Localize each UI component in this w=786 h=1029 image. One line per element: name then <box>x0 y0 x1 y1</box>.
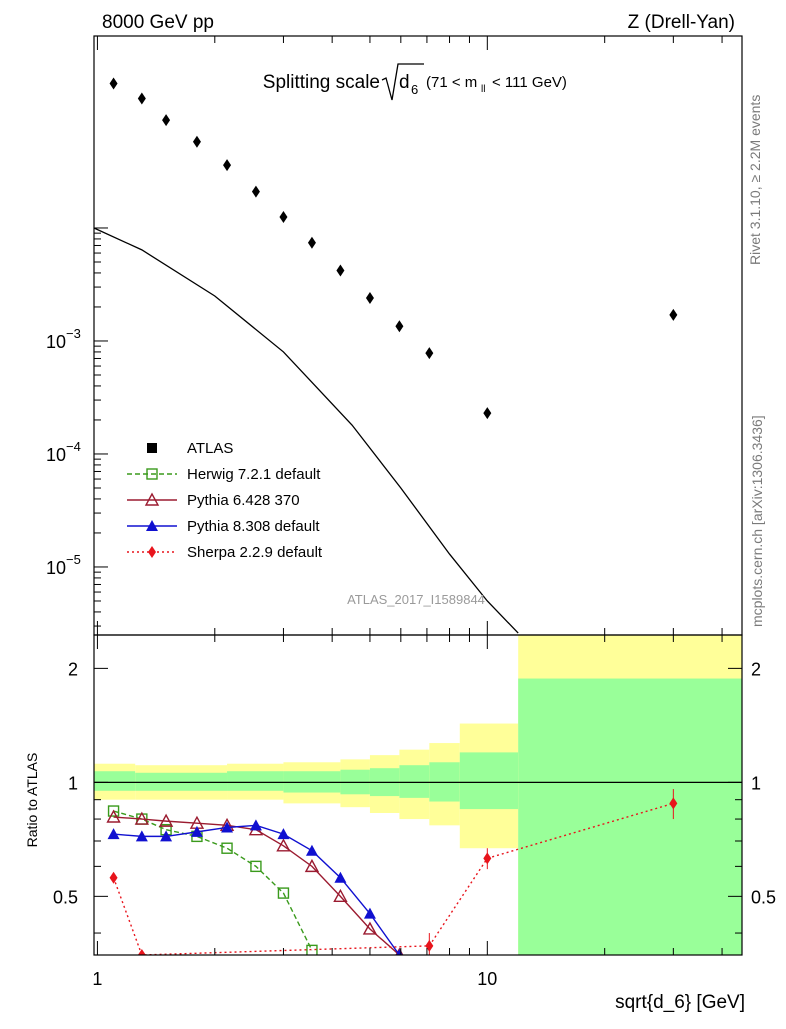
legend-label-4: Sherpa 2.2.9 default <box>187 544 323 561</box>
ratio-point-1-6 <box>276 838 291 852</box>
main-curve <box>93 227 519 634</box>
ratio-tick-label-left-1: 1 <box>68 773 78 793</box>
atlas-point-2 <box>162 114 171 127</box>
x-axis-label: sqrt{d_6} [GeV] <box>615 992 745 1013</box>
ratio-ylabel: Ratio to ATLAS <box>24 753 40 848</box>
title-main: Splitting scale <box>263 72 380 93</box>
ratio-point-0-7 <box>306 944 318 955</box>
atlas-point-11 <box>425 347 434 360</box>
legend-item-3: Pythia 8.308 default <box>127 518 320 535</box>
rivet-label: Rivet 3.1.10, ≥ 2.2M events <box>747 95 763 265</box>
band-inner-9 <box>518 678 742 955</box>
y-tick-label-0: 10 <box>46 332 66 352</box>
ratio-tick-label-right-1: 1 <box>751 773 761 793</box>
atlas-point-9 <box>365 292 374 305</box>
legend: ATLAS Herwig 7.2.1 default Pythia 6.428 37… <box>127 440 323 561</box>
main-series-group <box>93 77 678 634</box>
legend-label-2: Pythia 6.428 370 <box>187 492 300 509</box>
ratio-point-2-5 <box>249 819 262 831</box>
ratio-bands <box>94 635 742 955</box>
legend-marker-2 <box>144 492 160 506</box>
ratio-tick-label-right-0: 2 <box>751 659 761 679</box>
ratio-point-1-0 <box>106 809 121 823</box>
legend-label-3: Pythia 8.308 default <box>187 518 320 535</box>
atlas-point-13 <box>669 308 678 321</box>
ratio-tick-label-left-0: 2 <box>68 659 78 679</box>
atlas-point-10 <box>395 320 404 333</box>
ratio-point-0-0 <box>107 805 120 817</box>
title-range-a: (71 < m <box>426 74 477 91</box>
header-right-label: Z (Drell-Yan) <box>628 12 735 33</box>
legend-label-1: Herwig 7.2.1 default <box>187 466 321 483</box>
ratio-point-2-0 <box>107 828 120 840</box>
x-tick-label-1: 10 <box>477 969 497 989</box>
ratio-point-2-4 <box>221 821 234 833</box>
y-tick-label-2: 10 <box>46 558 66 578</box>
atlas-point-0 <box>109 77 118 90</box>
y-tick-label-1: 10 <box>46 445 66 465</box>
sqrt-sign <box>381 63 424 101</box>
title-sqrt-symbol: d <box>399 72 410 93</box>
ratio-tick-label-right-2: 0.5 <box>751 887 776 907</box>
band-inner-6 <box>399 765 430 798</box>
legend-item-4: Sherpa 2.2.9 default <box>127 544 323 561</box>
mcplots-label: mcplots.cern.ch [arXiv:1306.3436] <box>749 415 765 627</box>
atlas-point-12 <box>483 407 492 420</box>
title-sqrt-subscript: 6 <box>411 82 418 97</box>
y-tick-exp-0: −3 <box>66 326 81 341</box>
atlas-point-1 <box>137 92 146 105</box>
ratio-series-group <box>106 789 678 955</box>
ratio-point-0-6 <box>277 887 290 899</box>
header-left-label: 8000 GeV pp <box>102 12 214 33</box>
atlas-point-4 <box>223 159 232 172</box>
atlas-point-6 <box>279 211 288 224</box>
y-tick-exp-1: −4 <box>66 439 81 454</box>
ratio-point-1-7 <box>304 858 320 873</box>
atlas-point-5 <box>251 185 260 198</box>
ratio-frame <box>93 634 743 956</box>
ratio-point-1-2 <box>158 813 174 827</box>
ratio-tick-label-left-2: 0.5 <box>53 887 78 907</box>
x-tick-label-0: 1 <box>92 969 102 989</box>
atlas-point-7 <box>307 236 316 249</box>
legend-marker-3 <box>146 520 158 531</box>
ratio-point-0-4 <box>221 842 233 854</box>
legend-marker-4 <box>148 546 156 558</box>
ratio-point-2-1 <box>135 830 148 842</box>
atlas-point-8 <box>336 264 345 277</box>
ratio-point-2-2 <box>160 830 173 842</box>
legend-item-2: Pythia 6.428 370 <box>127 492 300 509</box>
ratio-point-3-0 <box>109 871 118 884</box>
legend-label-0: ATLAS <box>187 440 233 457</box>
legend-item-1: Herwig 7.2.1 default <box>127 466 321 483</box>
ratio-point-1-1 <box>134 811 150 825</box>
band-inner-2 <box>227 771 284 791</box>
ratio-point-1-9 <box>362 921 378 935</box>
ratio-point-2-6 <box>277 828 290 840</box>
y-tick-exp-2: −5 <box>66 552 81 567</box>
ratio-point-0-5 <box>250 860 262 873</box>
title-range-subscript: ll <box>481 84 485 95</box>
ratio-point-3-1 <box>137 949 146 955</box>
band-inner-0 <box>94 771 136 791</box>
ratio-point-3-4 <box>669 797 678 810</box>
atlas-point-3 <box>192 135 201 148</box>
legend-marker-0 <box>147 443 157 453</box>
ratio-point-2-3 <box>190 825 203 837</box>
band-inner-8 <box>459 752 519 810</box>
plot-title: Splitting scale d 6 (71 < m ll < 111 GeV… <box>263 63 567 101</box>
ratio-point-2-9 <box>363 907 376 919</box>
ratio-point-2-7 <box>305 844 318 856</box>
ratio-point-1-8 <box>333 888 348 903</box>
title-range-b: < 111 GeV) <box>492 74 567 91</box>
legend-item-0: ATLAS <box>147 440 233 457</box>
ratio-point-3-3 <box>483 852 492 865</box>
analysis-watermark: ATLAS_2017_I1589844 <box>347 592 485 607</box>
ratio-point-2-8 <box>334 871 347 883</box>
legend-marker-1 <box>146 468 158 480</box>
